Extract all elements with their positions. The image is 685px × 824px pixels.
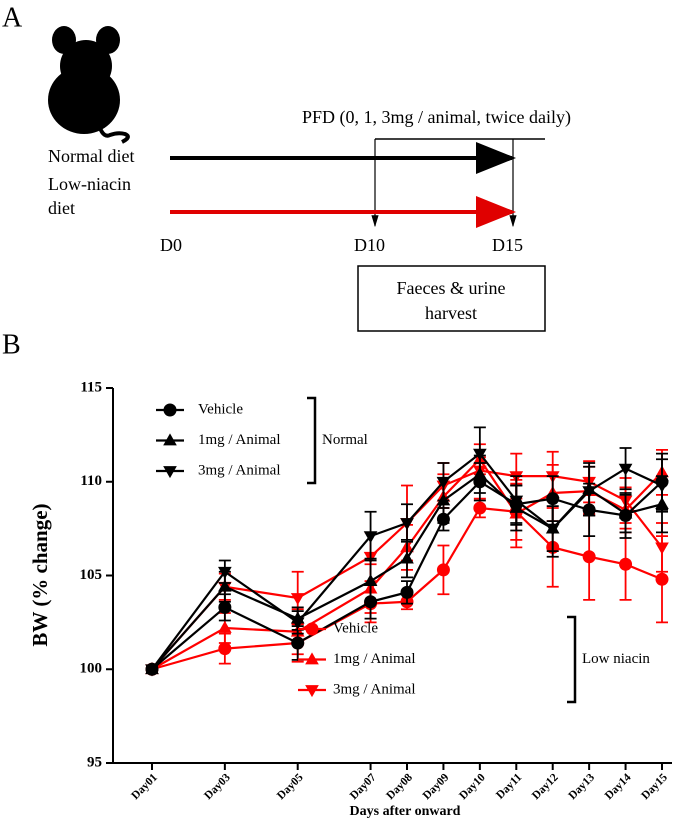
y-tick-label: 105: [80, 567, 103, 583]
panel-label: A: [2, 2, 23, 33]
legend-swatch: [305, 652, 319, 665]
legend-label: 1mg / Animal: [198, 432, 281, 448]
legend-label: 1mg / Animal: [333, 651, 416, 667]
data-point: [655, 572, 669, 586]
data-point: [218, 566, 232, 579]
data-point: [400, 551, 414, 564]
harvest-label: harvest: [425, 303, 477, 323]
data-point: [291, 636, 305, 650]
data-point: [618, 506, 633, 519]
data-point: [545, 523, 560, 536]
legend-swatch: [163, 403, 177, 417]
data-point: [655, 480, 669, 493]
x-tick-label: Day07: [348, 771, 379, 802]
data-point: [473, 501, 487, 515]
data-point: [546, 492, 560, 506]
y-tick-label: 115: [80, 379, 102, 395]
day-label: D15: [492, 235, 523, 255]
day-label: D0: [160, 235, 182, 255]
data-point: [400, 585, 414, 599]
data-point: [400, 518, 414, 531]
data-point: [582, 550, 596, 564]
data-point: [363, 531, 378, 544]
x-tick-label: Day08: [384, 771, 415, 802]
x-tick-label: Day05: [275, 771, 306, 802]
harvest-label: Faeces & urine: [397, 278, 506, 298]
legend-bracket: [567, 615, 577, 704]
legend-bracket: [307, 396, 317, 485]
data-point: [655, 542, 669, 555]
data-point: [218, 579, 232, 592]
panel-label: B: [2, 329, 21, 360]
x-tick-label: Day01: [129, 771, 160, 802]
data-point: [218, 620, 232, 633]
data-point: [218, 600, 232, 614]
data-point: [436, 563, 450, 577]
legend-swatch: [305, 622, 319, 636]
data-point: [582, 486, 596, 499]
day-label: D10: [354, 235, 385, 255]
x-axis-title: Days after onward: [350, 804, 461, 819]
x-tick-label: Day09: [421, 771, 452, 802]
data-point: [363, 573, 378, 586]
legend-swatch: [305, 685, 319, 698]
legend-label: Vehicle: [198, 401, 243, 417]
data-point: [218, 642, 232, 656]
legend-label: 3mg / Animal: [198, 462, 281, 478]
x-tick-label: Day15: [639, 771, 670, 802]
diet-label: Normal diet: [48, 146, 134, 166]
y-tick-label: 100: [80, 661, 103, 677]
data-point: [618, 463, 633, 476]
x-tick-label: Day14: [603, 771, 634, 802]
x-tick-label: Day12: [530, 771, 561, 802]
data-point: [509, 495, 524, 508]
panel-a: A PFD (0, 1, 3mg / animal, twice daily) …: [2, 2, 571, 332]
treatment-label: PFD (0, 1, 3mg / animal, twice daily): [302, 107, 571, 128]
x-tick-label: Day10: [457, 771, 488, 802]
y-tick-label: 95: [87, 754, 102, 770]
data-point: [473, 448, 487, 461]
x-tick-label: Day11: [494, 771, 524, 801]
data-point: [290, 617, 305, 630]
legend-group-label: Low niacin: [582, 651, 650, 667]
data-point: [145, 664, 159, 677]
legend-label: Vehicle: [333, 620, 378, 636]
data-point: [619, 557, 633, 571]
panel-b: B BW (% change) Days after onward 95 100 1…: [2, 329, 672, 819]
diet-label: Low-niacin: [48, 174, 131, 194]
mouse-icon: [48, 26, 130, 144]
x-tick-label: Day03: [202, 771, 233, 802]
legend-group-label: Normal: [322, 432, 368, 448]
data-point: [436, 476, 451, 489]
y-tick-label: 110: [80, 473, 102, 489]
diet-label: diet: [48, 198, 75, 218]
legend-swatch: [163, 433, 177, 446]
series-line: [151, 469, 663, 670]
legend-swatch: [163, 466, 177, 479]
data-point: [290, 593, 305, 606]
x-tick-label: Day13: [567, 771, 598, 802]
y-axis-title: BW (% change): [28, 503, 52, 646]
legend-label: 3mg / Animal: [333, 681, 416, 697]
harvest-box: [357, 265, 546, 332]
